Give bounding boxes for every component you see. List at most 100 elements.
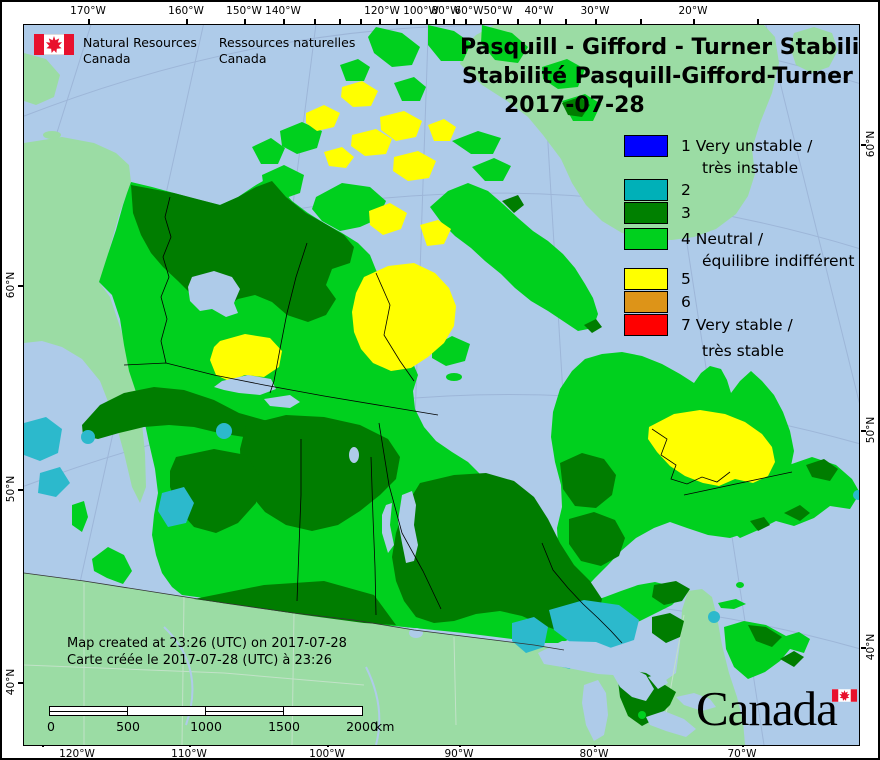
lon-label: 140°W [265,5,301,17]
dept-en-line1: Natural Resources [83,35,197,50]
map-title-date: 2017-07-28 [504,93,645,118]
canada-flag-icon [34,34,74,55]
class5-patches [210,81,775,486]
lake-huron [612,667,654,701]
scale-unit: km [375,719,395,734]
lon-label: 70°W [727,748,757,760]
tick [360,19,362,24]
legend-swatch-3 [624,202,668,224]
lon-label: 90°W [444,748,474,760]
scale-segment [206,707,284,715]
scale-segment [284,707,362,715]
legend-swatch-4 [624,228,668,250]
tick [379,19,381,24]
tick [693,19,695,24]
lat-label: 60°N [5,271,17,299]
legend-label: 3 [681,204,691,222]
lake-ontario [676,693,716,711]
tick [595,19,597,24]
tick [186,19,188,24]
lon-label: 110°W [171,748,207,760]
legend-label: 2 [681,181,691,199]
scale-bar-graphic [49,706,363,716]
legend-label: 6 [681,293,691,311]
legend-label: 5 [681,270,691,288]
scale-label: 500 [116,719,140,734]
lon-label: 80°W [431,5,461,17]
legend-swatch-5 [624,268,668,290]
scale-label: 1500 [268,719,300,734]
created-note-en: Map created at 23:26 (UTC) on 2017-07-28 [67,636,347,651]
baffin-island [430,183,598,331]
dept-en-line2: Canada [83,51,131,66]
great-bear-lake [188,271,240,317]
legend-swatch-2 [624,179,668,201]
scale-label: 1000 [190,719,222,734]
legend-label: 7 Very stable / [681,316,793,334]
scale-segment [50,707,128,715]
lake-winnipeg [398,491,418,563]
lon-label: 40°W [524,5,554,17]
tick [640,19,642,24]
lon-label: 150°W [226,5,262,17]
tick [861,430,866,432]
lat-label: 50°N [5,475,17,503]
tick [480,19,482,24]
tick [453,19,455,24]
lon-label: 170°W [70,5,106,17]
greenland [460,25,779,240]
tick [314,19,316,24]
ontario-green-dot [638,711,646,719]
lon-label: 120°W [364,5,400,17]
vancouver-island [92,547,132,584]
lat-label: 40°N [865,633,877,661]
lat-label: 40°N [5,668,17,696]
tick [88,19,90,24]
creation-notes: Map created at 23:26 (UTC) on 2017-07-28… [67,635,347,669]
lon-label: 120°W [59,748,95,760]
usa [24,573,745,745]
tick [435,19,437,24]
tick [18,682,23,684]
canada-wordmark: Canada [696,681,838,736]
lon-label: 60°W [454,5,484,17]
legend-label: 4 Neutral / [681,230,764,248]
labrador-yellow [648,410,775,486]
legend-row: 1 Very unstable / [624,135,812,157]
nova-scotia [724,621,810,679]
province-borders [123,196,793,644]
lat-label: 60°N [865,130,877,158]
legend-label-fr: équilibre indifférent [702,252,855,270]
legend-row: 7 Very stable / [624,314,793,336]
canada-map-graphic [24,25,859,745]
dept-name-fr: Ressources naturelles Canada [219,34,355,67]
legend-swatch-7 [624,314,668,336]
legend-row: 6 [624,291,691,313]
tick [539,19,541,24]
chukotka [24,53,60,105]
scale-segment [128,707,206,715]
tick [497,19,499,24]
great-slave-lake [214,375,276,395]
legend-swatch-6 [624,291,668,313]
lakes [188,271,716,741]
map-title-en: Pasquill - Gifford - Turner Stability [460,35,860,60]
dept-fr-line2: Canada [218,51,267,66]
legend-label: 1 Very unstable / [681,137,813,155]
lon-label: 100°W [309,748,345,760]
legend-label-fr: très stable [702,342,784,360]
tick [443,19,445,24]
tick [396,19,398,24]
tick [517,19,519,24]
wordmark-flag-icon [832,689,857,702]
nrcan-signature: Natural Resources Canada Ressources natu… [34,34,355,67]
tick [861,144,866,146]
created-note-fr: Carte créée le 2017-07-28 (UTC) à 23:26 [67,653,332,668]
lon-label: 50°W [483,5,513,17]
lon-label: 100°W [403,5,439,17]
tick [426,19,428,24]
tick [565,19,567,24]
legend-swatch-1 [624,135,668,157]
lon-label: 20°W [678,5,708,17]
